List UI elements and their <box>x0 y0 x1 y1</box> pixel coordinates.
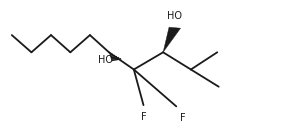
Text: F: F <box>141 112 146 122</box>
Text: HO: HO <box>98 55 113 65</box>
Text: HO: HO <box>167 11 182 21</box>
Polygon shape <box>163 27 181 52</box>
Text: F: F <box>180 113 186 123</box>
